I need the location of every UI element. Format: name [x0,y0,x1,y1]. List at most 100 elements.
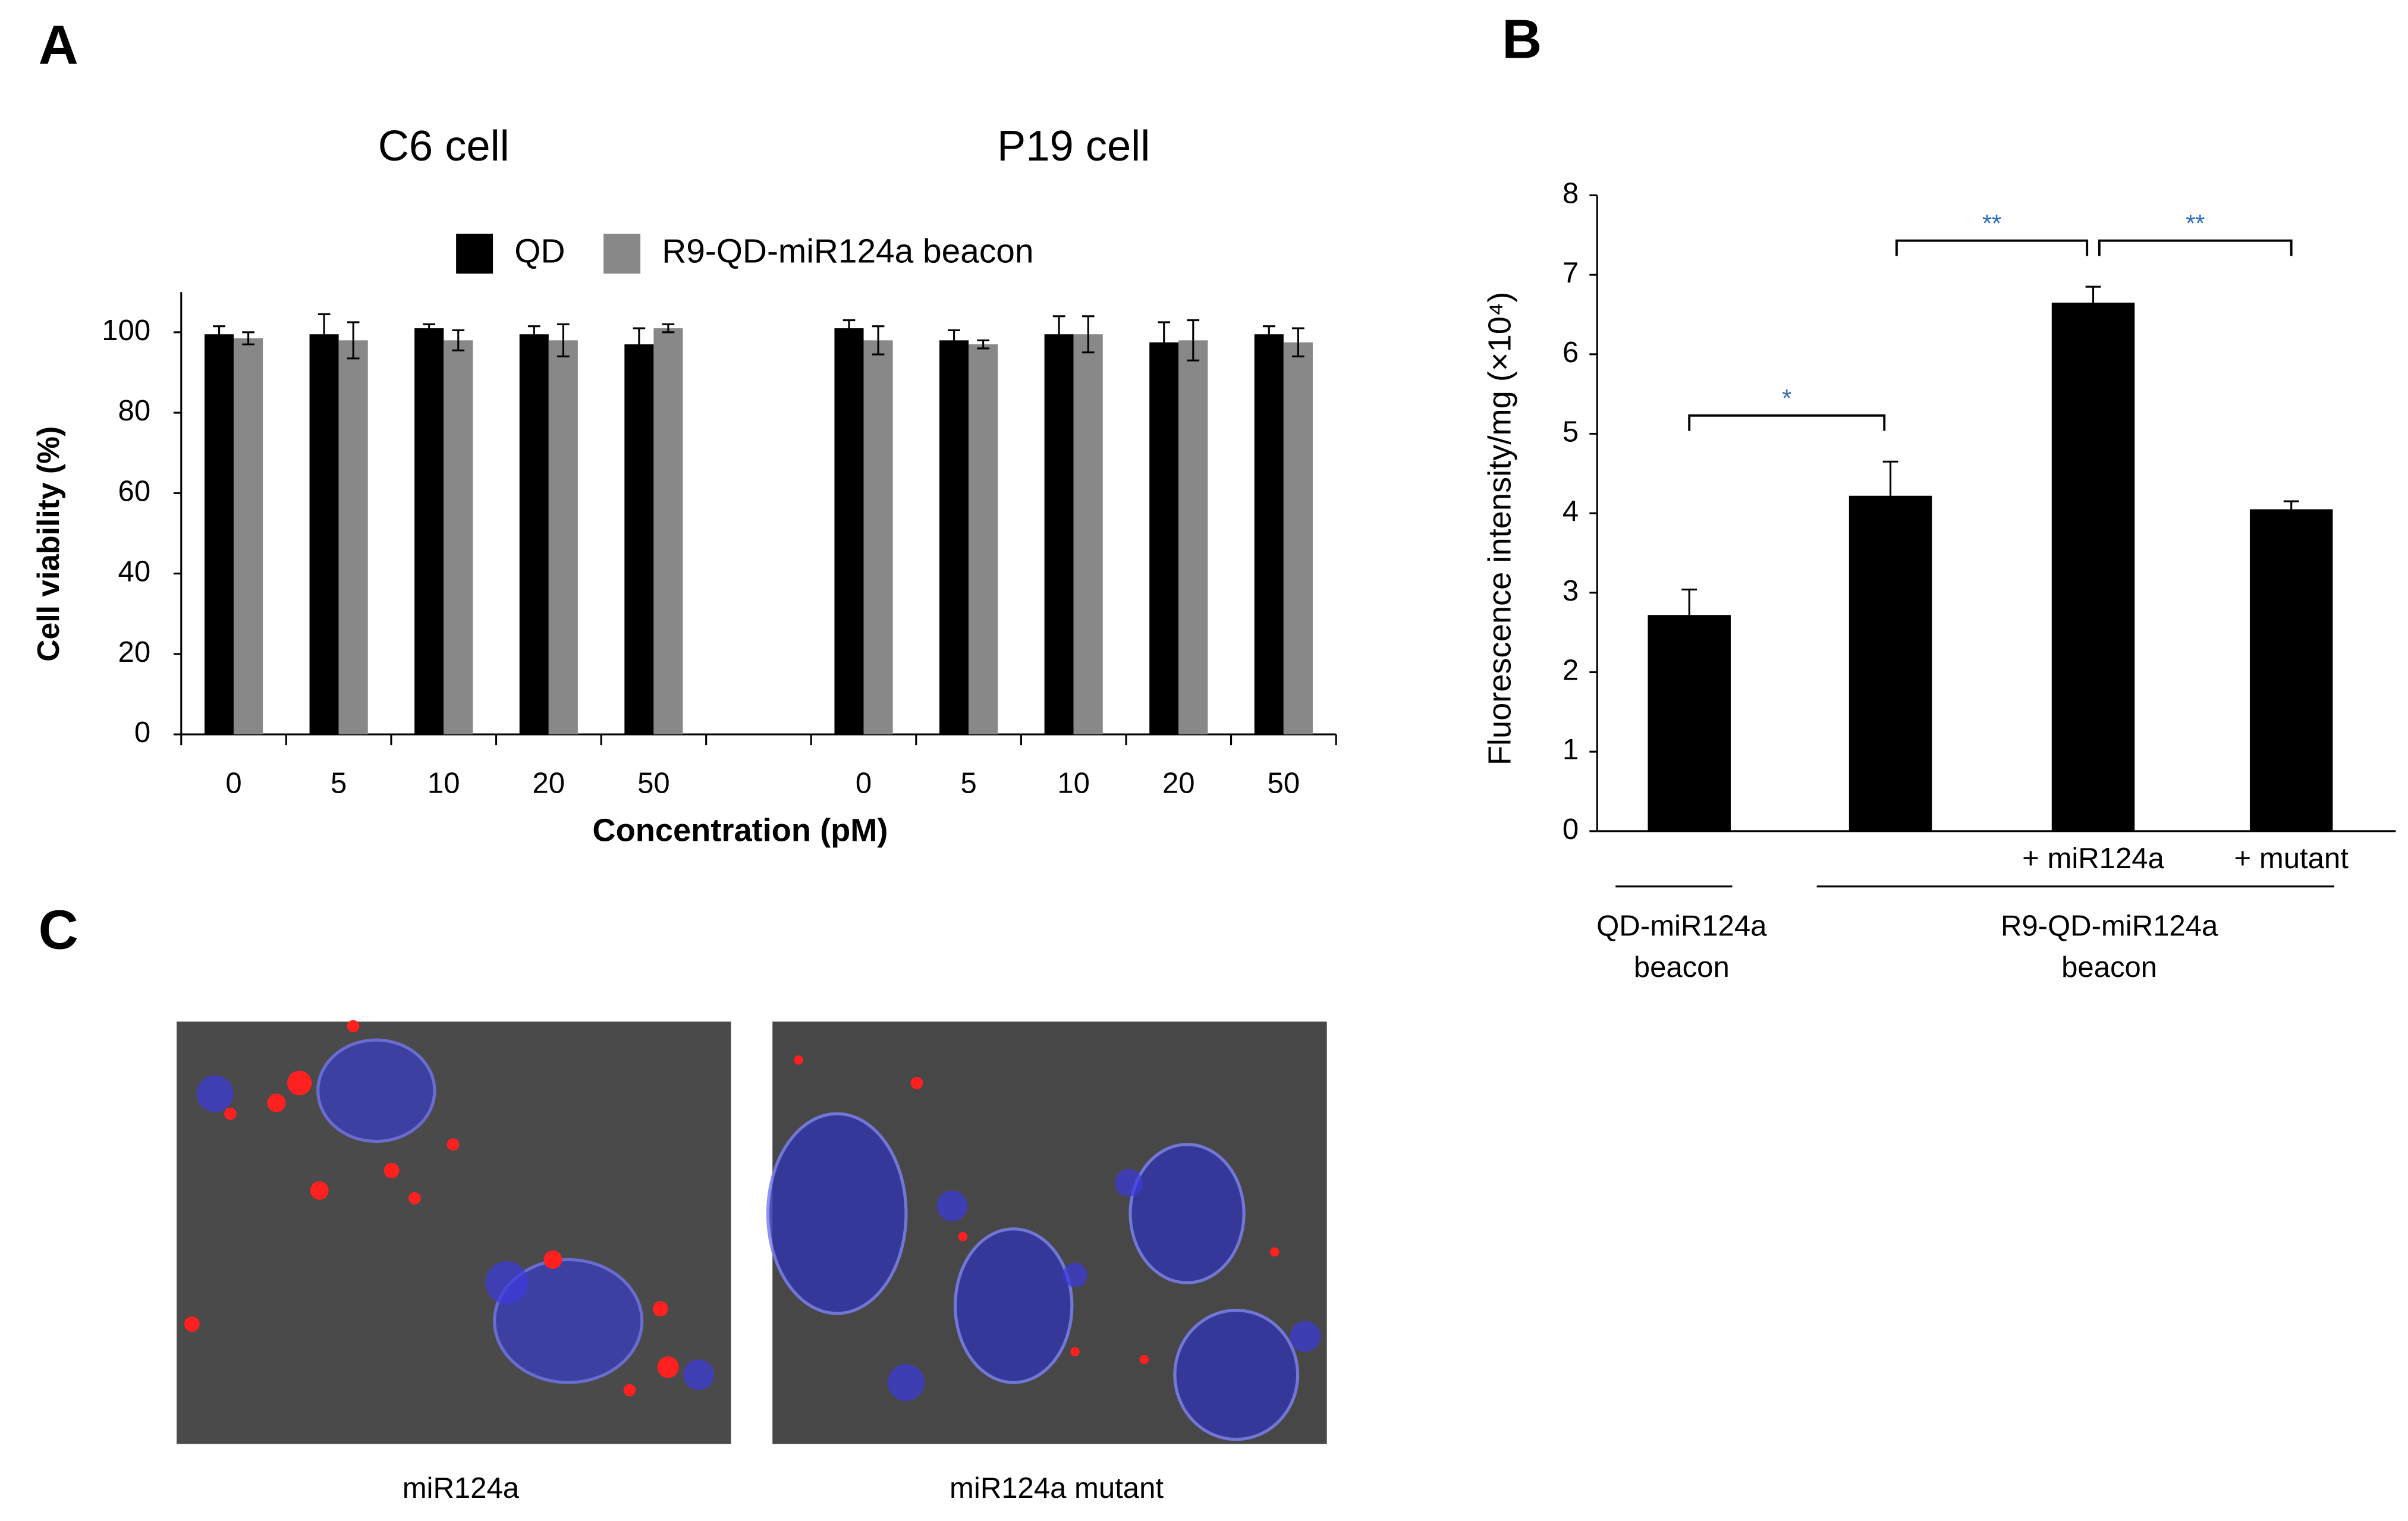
y-tick-label: 80 [118,395,151,427]
spot [1270,1247,1280,1257]
y-tick-label: 0 [1563,813,1579,846]
x-axis-title: Concentration (pM) [592,813,888,849]
group-label: beacon [1634,951,1730,983]
significance-label: ** [1982,210,2001,237]
bar [863,340,893,735]
y-tick-label: 100 [102,315,150,347]
spot [224,1107,237,1120]
x-tick-label: 50 [1268,767,1300,799]
spot [794,1055,803,1065]
legend-swatch [456,234,493,274]
spot [408,1192,421,1205]
spot [1139,1355,1149,1365]
legend-swatch [603,234,641,274]
spot [1062,1262,1087,1287]
legend-label: R9-QD-miR124a beacon [662,233,1033,271]
spot [485,1261,529,1305]
spot [1290,1321,1321,1352]
spot [657,1356,679,1378]
bar [414,328,444,735]
x-tick-label: + mutant [2234,843,2349,875]
facet-title: C6 cell [378,122,510,170]
bar [1283,342,1313,735]
spot [287,1070,312,1096]
x-tick-label: + miR124a [2022,843,2164,875]
x-tick-label: 50 [637,767,670,799]
panel-label: C [39,898,78,960]
x-tick-label: 0 [856,767,872,799]
y-tick-label: 4 [1563,495,1579,527]
y-axis-title: Cell viability (%) [31,426,65,662]
spot [267,1093,286,1113]
y-tick-label: 40 [118,556,151,588]
spot [936,1190,968,1221]
y-tick-label: 0 [134,716,150,749]
spot [184,1316,200,1332]
bar [624,344,654,735]
bar [444,340,473,735]
x-tick-label: 5 [331,767,347,799]
nucleus [1128,1143,1246,1284]
x-tick-label: 5 [960,767,976,799]
spot [383,1162,400,1179]
significance-bracket [2098,239,2293,256]
legend-label: QD [514,233,565,271]
bar [204,334,234,735]
bar [519,334,549,735]
y-tick-label: 8 [1563,177,1579,209]
bar [1178,340,1208,735]
spot [910,1077,923,1089]
significance-label: ** [2186,210,2205,237]
image-caption: miR124a mutant [950,1472,1164,1504]
spot [652,1301,668,1317]
y-tick-label: 7 [1563,257,1579,289]
bar [939,340,969,735]
spot [447,1138,460,1151]
y-tick-label: 60 [118,475,151,507]
y-axis-title: Fluorescence intensity/mg (×10⁴) [1482,292,1517,766]
nucleus [953,1227,1074,1384]
spot [543,1250,562,1269]
bar [2249,509,2333,831]
group-label: R9-QD-miR124a [2001,910,2218,942]
spot [683,1359,715,1390]
y-tick-label: 1 [1563,734,1579,766]
y-tick-label: 6 [1563,337,1579,369]
panel-label: B [1502,8,1542,70]
bar [548,340,578,735]
bar [1648,615,1731,831]
group-label: beacon [2061,951,2157,983]
bar [309,334,339,735]
nucleus [1173,1309,1300,1441]
nucleus [493,1258,644,1384]
spot [887,1364,925,1401]
spot [623,1384,636,1397]
bar [1044,334,1074,735]
significance-bracket [1895,239,2089,256]
spot [347,1020,360,1033]
micrographs [177,1020,1327,1444]
bar [1149,342,1179,735]
bar [834,328,864,735]
facet-title: P19 cell [997,122,1150,170]
significance-label: * [1782,385,1791,412]
spot [196,1075,234,1113]
image-caption: miR124a [403,1472,520,1504]
nucleus [316,1038,436,1143]
bar [338,340,368,735]
bar [653,328,683,735]
micrograph [177,1022,731,1444]
y-tick-label: 5 [1563,416,1579,448]
nucleus [766,1112,908,1315]
x-tick-label: 10 [427,767,460,799]
significance-bracket [1688,414,1886,431]
y-tick-label: 20 [118,636,151,668]
x-tick-label: 20 [533,767,565,799]
group-label: QD-miR124a [1596,910,1767,942]
bar [1073,334,1103,735]
spot [1115,1169,1143,1197]
bar [2051,302,2135,831]
spot [958,1231,968,1242]
bar [1254,334,1284,735]
y-tick-label: 3 [1563,575,1579,607]
